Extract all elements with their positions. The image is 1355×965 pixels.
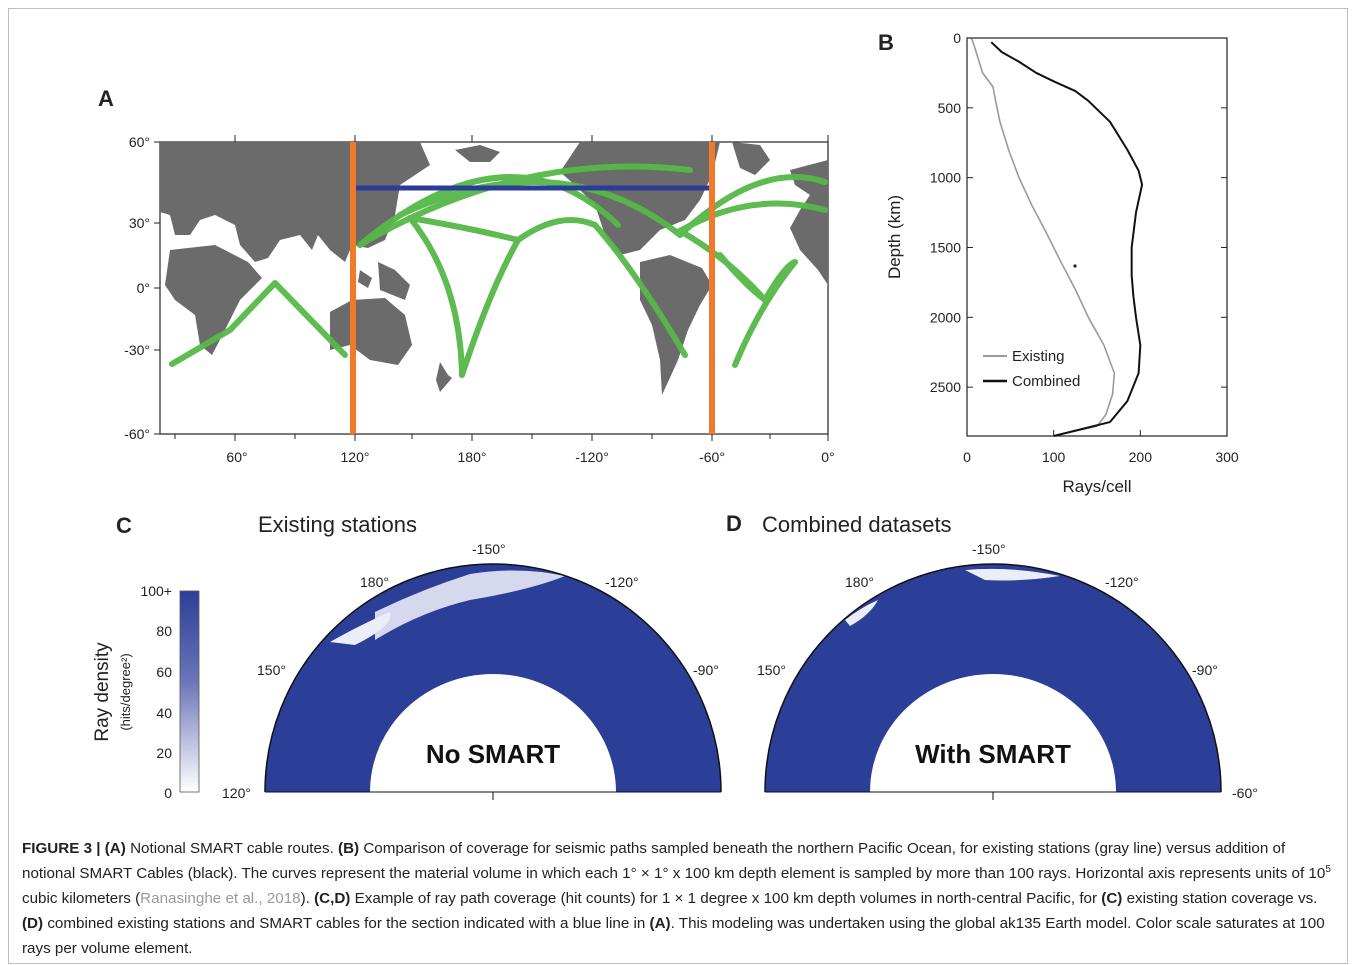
- colorbar-tick-100: 100+: [140, 583, 172, 599]
- lon-label-minus-120: -120°: [575, 449, 609, 465]
- fan-d: With SMART 180° -150° -120° 150° -90° -6…: [757, 541, 1258, 801]
- caption-d-tag: (D): [22, 915, 44, 932]
- caption-b-text3: ).: [300, 890, 315, 907]
- cable-routes: [169, 163, 828, 378]
- panel-c-title: Existing stations: [258, 512, 417, 537]
- fan-c-label-minus-90: -90°: [693, 662, 719, 678]
- lat-label-minus-60: -60°: [124, 426, 150, 442]
- fan-d-label-minus-150: -150°: [972, 541, 1006, 557]
- caption-c-tag: (C): [1101, 890, 1123, 907]
- lat-label-0: 0°: [137, 280, 150, 296]
- colorbar-tick-0: 0: [164, 785, 172, 801]
- caption-end-text: . This modeling was undertaken using the…: [22, 915, 1325, 957]
- panel-c-letter: C: [116, 513, 132, 538]
- fan-c-label-minus-150: -150°: [472, 541, 506, 557]
- overlay-no-smart: No SMART: [426, 739, 560, 769]
- lon-label-60: 60°: [226, 449, 247, 465]
- caption-a-text: Notional SMART cable routes.: [125, 840, 339, 857]
- caption-reference-link[interactable]: Ranasinghe et al., 2018: [140, 890, 301, 907]
- fan-d-label-minus-120: -120°: [1105, 574, 1139, 590]
- caption-c-text: existing station coverage vs.: [1122, 890, 1318, 907]
- fan-c-label-120: 120°: [222, 785, 251, 801]
- caption-b-tag: (B): [338, 840, 360, 857]
- fan-c: No SMART 180° -150° -120° 150° -90° 120°: [222, 541, 722, 801]
- fan-d-label-minus-60: -60°: [1232, 785, 1258, 801]
- lon-label-0: 0°: [821, 449, 834, 465]
- figure-caption: FIGURE 3 | (A) Notional SMART cable rout…: [22, 836, 1332, 961]
- lat-label-minus-30: -30°: [124, 342, 150, 358]
- caption-cd-tag: (C,D): [314, 890, 351, 907]
- map-ticks: [154, 135, 829, 441]
- panel-a-letter: A: [98, 86, 114, 111]
- caption-b-text: Comparison of coverage for seismic paths…: [22, 840, 1326, 882]
- caption-figure-label: FIGURE 3 |: [22, 840, 101, 857]
- colorbar-unit: (hits/degree²): [118, 653, 133, 730]
- fan-c-label-180: 180°: [360, 574, 389, 590]
- panel-d-title: Combined datasets: [762, 512, 952, 537]
- y-tick-label: 1000: [930, 170, 961, 186]
- y-tick-label: 1500: [930, 239, 961, 255]
- b-legend: Existing Combined: [983, 348, 1080, 390]
- x-tick-label: 0: [963, 449, 971, 465]
- overlay-with-smart: With SMART: [915, 739, 1071, 769]
- y-tick-label: 0: [953, 30, 961, 46]
- fan-c-label-150: 150°: [257, 662, 286, 678]
- x-tick-label: 200: [1129, 449, 1153, 465]
- stray-point: [1073, 264, 1077, 268]
- caption-exponent: 5: [1325, 863, 1331, 875]
- colorbar-title: Ray density: [92, 642, 113, 742]
- figure-frame: [8, 8, 1348, 964]
- b-ylabel: Depth (km): [885, 195, 904, 279]
- panel-d-letter: D: [726, 511, 742, 536]
- legend-combined: Combined: [1012, 373, 1080, 390]
- caption-a-tag: (A): [104, 840, 126, 857]
- y-tick-label: 2000: [930, 309, 961, 325]
- colorbar-gradient: [179, 590, 200, 793]
- lon-label-minus-60: -60°: [699, 449, 725, 465]
- panel-b-letter: B: [878, 30, 894, 55]
- lat-label-30: 30°: [129, 215, 150, 231]
- colorbar-tick-80: 80: [156, 623, 172, 639]
- lon-label-180: 180°: [458, 449, 487, 465]
- lon-label-120: 120°: [341, 449, 370, 465]
- y-tick-label: 500: [938, 100, 962, 116]
- b-xlabel: Rays/cell: [1063, 477, 1132, 496]
- caption-a2-tag: (A): [649, 915, 671, 932]
- series-line-existing: [970, 37, 1116, 437]
- fan-d-label-150: 150°: [757, 662, 786, 678]
- caption-d-text: combined existing stations and SMART cab…: [43, 915, 650, 932]
- colorbar-tick-40: 40: [156, 705, 172, 721]
- x-tick-label: 100: [1042, 449, 1066, 465]
- series-line-combined: [990, 41, 1144, 437]
- fan-c-label-minus-120: -120°: [605, 574, 639, 590]
- colorbar-tick-20: 20: [156, 745, 172, 761]
- y-tick-label: 2500: [930, 379, 961, 395]
- colorbar: 100+ 80 60 40 20 0 Ray density (hits/deg…: [92, 583, 200, 801]
- legend-existing: Existing: [1012, 348, 1065, 365]
- caption-b-text2: cubic kilometers (: [22, 890, 141, 907]
- fan-d-label-180: 180°: [845, 574, 874, 590]
- lat-label-60: 60°: [129, 134, 150, 150]
- caption-cd-text: Example of ray path coverage (hit counts…: [350, 890, 1102, 907]
- x-tick-label: 300: [1215, 449, 1239, 465]
- colorbar-tick-60: 60: [156, 664, 172, 680]
- fan-d-label-minus-90: -90°: [1192, 662, 1218, 678]
